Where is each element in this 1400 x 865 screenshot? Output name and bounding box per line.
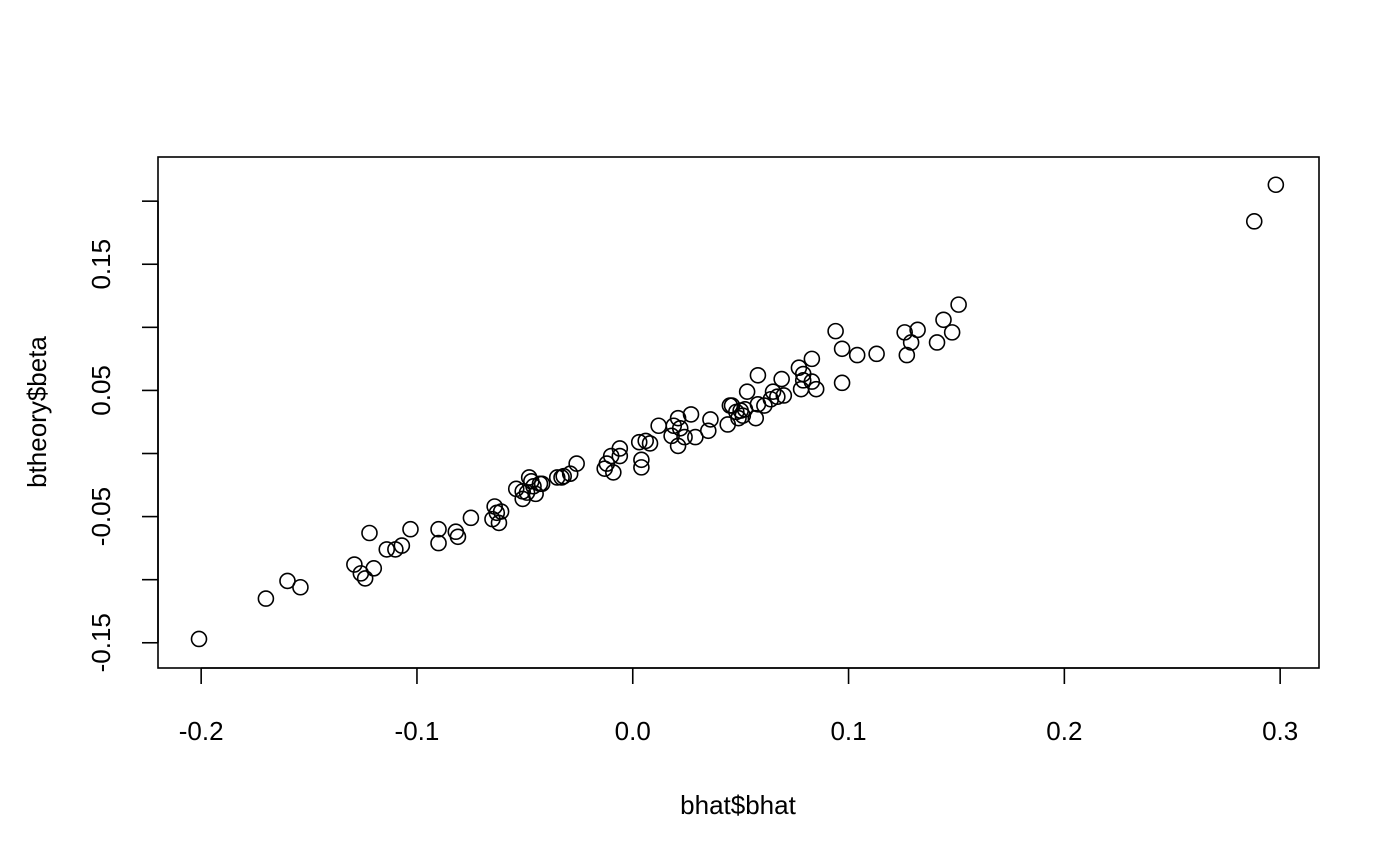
data-point [641, 435, 659, 452]
data-point [361, 524, 378, 542]
data-point [611, 447, 629, 465]
data-point [492, 503, 510, 520]
data-point [749, 366, 767, 384]
data-point [393, 537, 411, 554]
data-point [833, 340, 851, 358]
y-axis-title: btheory$beta [22, 336, 52, 488]
data-point [807, 380, 825, 398]
x-tick-label: 0.0 [615, 716, 651, 746]
data-point [611, 440, 629, 457]
data-point [730, 409, 747, 427]
data-point [292, 578, 309, 596]
data-point [1267, 176, 1285, 194]
data-point [935, 311, 952, 329]
data-point [553, 469, 570, 486]
data-point [738, 383, 756, 400]
y-tick-label: 0.05 [86, 365, 116, 416]
data-point [568, 455, 585, 472]
y-axis: -0.15 -0.05 0.05 0.15 [86, 200, 159, 672]
data-point [430, 534, 447, 552]
data-point [671, 419, 689, 437]
data-point [827, 322, 844, 340]
data-point [687, 428, 704, 446]
data-point [630, 433, 648, 451]
data-point [773, 370, 790, 388]
data-point [637, 432, 655, 450]
y-tick-label: -0.15 [86, 613, 116, 672]
data-point [669, 409, 687, 427]
data-point [365, 560, 383, 577]
data-point [462, 509, 480, 527]
data-point [702, 411, 719, 428]
data-points [190, 176, 1285, 648]
data-point [633, 451, 650, 469]
x-tick-label: 0.3 [1262, 716, 1298, 746]
data-point [909, 321, 926, 339]
data-point [794, 372, 812, 389]
data-point [449, 528, 467, 546]
data-point [1245, 213, 1263, 230]
data-point [756, 397, 773, 414]
data-point [605, 464, 622, 481]
data-point [943, 324, 961, 341]
y-tick-label: -0.05 [86, 487, 116, 546]
data-point [279, 572, 296, 590]
data-point [633, 459, 650, 476]
data-point [898, 346, 916, 364]
data-point [533, 475, 551, 493]
data-point [402, 520, 419, 538]
y-tick-label: 0.15 [86, 239, 116, 290]
x-tick-label: -0.2 [179, 716, 224, 746]
data-point [682, 406, 700, 423]
x-axis: -0.2 -0.1 0.0 0.1 0.2 0.3 [179, 667, 1298, 746]
data-point [868, 345, 885, 363]
data-point [669, 437, 687, 455]
data-point [356, 570, 374, 587]
data-point [950, 296, 967, 313]
x-tick-label: -0.1 [395, 716, 440, 746]
data-point [346, 556, 363, 573]
data-point [928, 334, 946, 351]
data-point [490, 514, 508, 532]
x-axis-title: bhat$bhat [680, 790, 796, 820]
data-point [833, 374, 851, 392]
data-point [548, 469, 566, 486]
data-point [190, 630, 208, 648]
data-point [430, 520, 447, 538]
data-point [803, 350, 821, 368]
data-point [769, 388, 786, 406]
data-point [378, 541, 396, 558]
x-tick-label: 0.2 [1046, 716, 1082, 746]
x-tick-label: 0.1 [830, 716, 866, 746]
data-point [764, 383, 782, 400]
data-point [676, 428, 693, 446]
data-point [775, 387, 793, 404]
data-point [257, 590, 275, 607]
data-point [699, 422, 717, 440]
data-point [848, 346, 866, 364]
